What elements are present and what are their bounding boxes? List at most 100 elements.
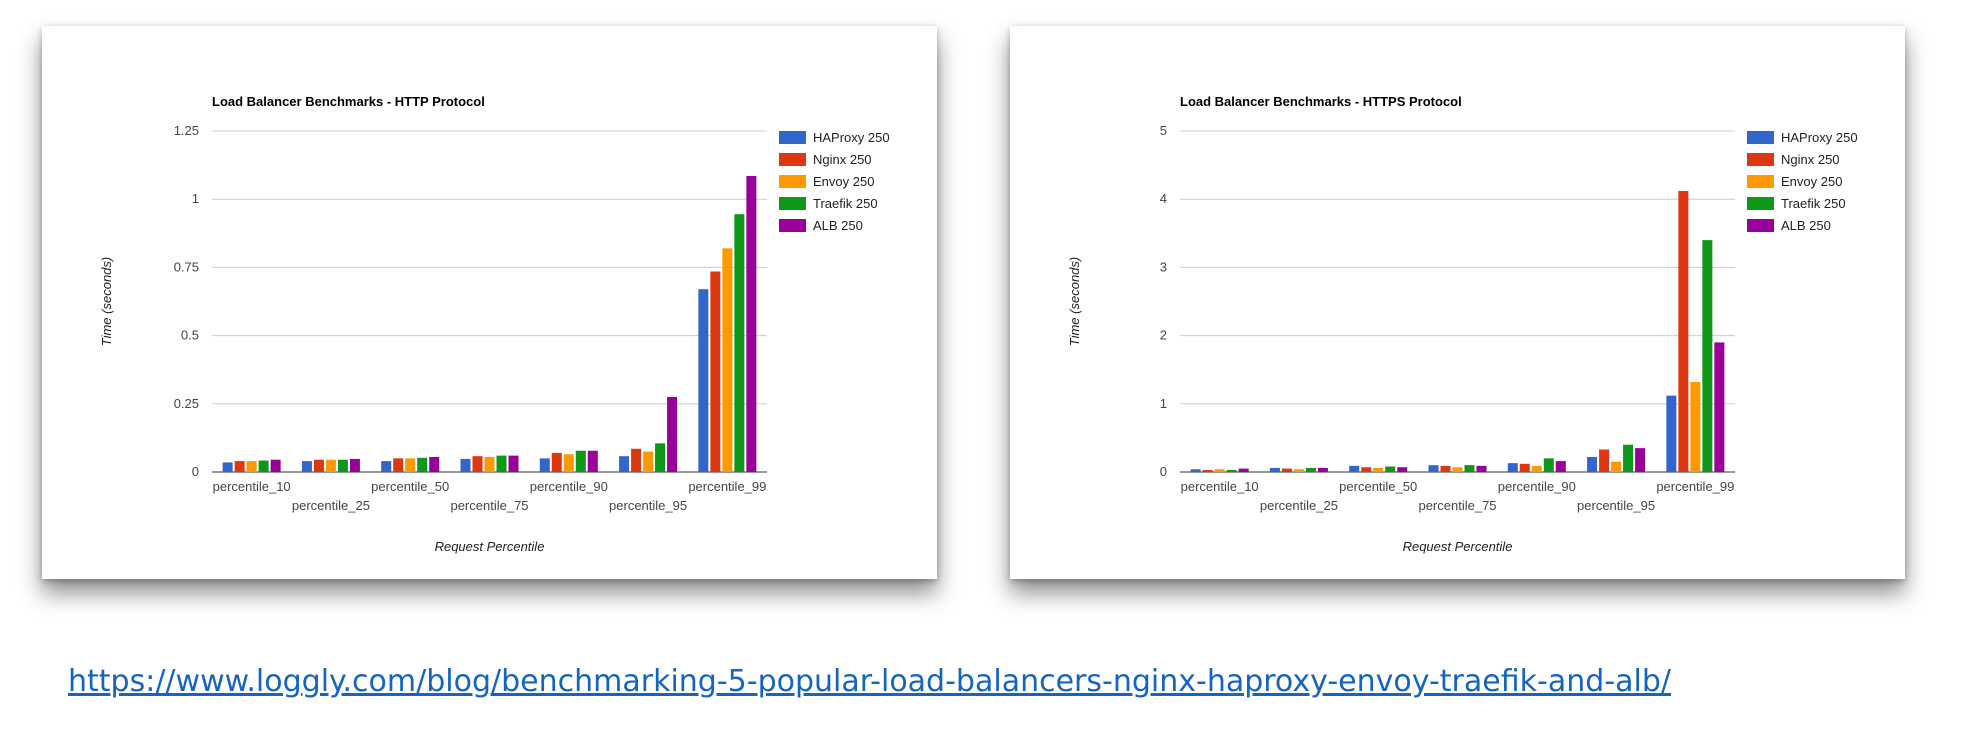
- bar-nginx-250: [472, 456, 483, 472]
- bar-traefik-250: [1702, 240, 1713, 472]
- bar-traefik-250: [1543, 458, 1554, 472]
- x-tick-label: percentile_95: [1577, 498, 1655, 513]
- https-chart-card: Load Balancer Benchmarks - HTTPS Protoco…: [1010, 26, 1905, 579]
- bar-haproxy-250: [1190, 469, 1201, 472]
- bar-haproxy-250: [539, 458, 550, 472]
- bar-alb-250: [349, 458, 360, 472]
- legend-swatch: [779, 153, 806, 166]
- x-tick-label: percentile_25: [1260, 498, 1338, 513]
- x-tick-label: percentile_25: [292, 498, 370, 513]
- bar-envoy-250: [1690, 381, 1701, 472]
- bar-nginx-250: [234, 461, 245, 472]
- x-tick-label: percentile_50: [371, 479, 449, 494]
- bar-envoy-250: [643, 451, 654, 472]
- legend-label: Envoy 250: [1781, 174, 1842, 189]
- bar-alb-250: [1238, 468, 1249, 472]
- bar-alb-250: [1635, 448, 1646, 472]
- bar-alb-250: [587, 450, 598, 472]
- bar-haproxy-250: [1269, 467, 1280, 472]
- https-benchmark-chart: Load Balancer Benchmarks - HTTPS Protoco…: [1067, 94, 1858, 554]
- x-tick-label: percentile_99: [688, 479, 766, 494]
- http-chart-card: Load Balancer Benchmarks - HTTP Protocol…: [42, 26, 937, 579]
- bar-nginx-250: [1281, 468, 1292, 472]
- bar-nginx-250: [1440, 465, 1451, 472]
- bar-envoy-250: [1452, 467, 1463, 472]
- legend-label: HAProxy 250: [813, 130, 890, 145]
- bar-haproxy-250: [619, 456, 630, 472]
- bar-alb-250: [429, 456, 440, 472]
- bar-nginx-250: [1202, 469, 1213, 472]
- bar-haproxy-250: [1428, 465, 1439, 472]
- chart-title: Load Balancer Benchmarks - HTTP Protocol: [212, 94, 485, 109]
- bar-alb-250: [508, 455, 519, 472]
- legend-swatch: [1747, 219, 1774, 232]
- x-tick-label: percentile_95: [609, 498, 687, 513]
- bar-envoy-250: [1214, 469, 1225, 472]
- y-tick-label: 4: [1160, 191, 1167, 206]
- x-tick-label: percentile_10: [1181, 479, 1259, 494]
- bar-traefik-250: [655, 443, 666, 472]
- bar-envoy-250: [484, 456, 495, 472]
- bar-nginx-250: [1599, 449, 1610, 472]
- http-benchmark-chart: Load Balancer Benchmarks - HTTP Protocol…: [99, 94, 890, 554]
- x-axis-title: Request Percentile: [1403, 539, 1513, 554]
- bar-alb-250: [746, 176, 757, 472]
- bar-haproxy-250: [1666, 395, 1677, 472]
- x-tick-label: percentile_99: [1656, 479, 1734, 494]
- legend-label: ALB 250: [1781, 218, 1831, 233]
- bar-traefik-250: [337, 459, 348, 472]
- bar-alb-250: [1476, 465, 1487, 472]
- y-tick-label: 1: [1160, 396, 1167, 411]
- x-axis-title: Request Percentile: [435, 539, 545, 554]
- legend-label: Envoy 250: [813, 174, 874, 189]
- y-tick-label: 5: [1160, 123, 1167, 138]
- bar-envoy-250: [722, 248, 733, 472]
- y-tick-label: 0: [1160, 464, 1167, 479]
- y-tick-label: 1: [192, 191, 199, 206]
- bar-alb-250: [1317, 467, 1328, 472]
- y-tick-label: 3: [1160, 259, 1167, 274]
- legend-swatch: [779, 197, 806, 210]
- bar-envoy-250: [325, 459, 336, 472]
- legend-swatch: [1747, 131, 1774, 144]
- x-tick-label: percentile_50: [1339, 479, 1417, 494]
- y-tick-label: 0.75: [174, 259, 199, 274]
- bar-envoy-250: [405, 458, 416, 472]
- x-tick-label: percentile_90: [1498, 479, 1576, 494]
- legend-swatch: [1747, 175, 1774, 188]
- bar-nginx-250: [551, 452, 562, 472]
- source-link[interactable]: https://www.loggly.com/blog/benchmarking…: [68, 664, 1671, 699]
- legend-label: Nginx 250: [813, 152, 872, 167]
- legend-label: Traefik 250: [1781, 196, 1846, 211]
- bar-alb-250: [667, 396, 678, 472]
- y-axis-title: Time (seconds): [99, 257, 114, 346]
- bar-alb-250: [1397, 467, 1408, 472]
- legend-label: Traefik 250: [813, 196, 878, 211]
- bar-haproxy-250: [698, 289, 709, 472]
- bar-nginx-250: [1519, 463, 1530, 472]
- legend-swatch: [1747, 197, 1774, 210]
- legend-label: ALB 250: [813, 218, 863, 233]
- bar-haproxy-250: [1349, 465, 1360, 472]
- bar-traefik-250: [1226, 469, 1237, 472]
- bar-envoy-250: [246, 461, 257, 472]
- bar-traefik-250: [1623, 444, 1634, 472]
- bar-nginx-250: [710, 271, 721, 472]
- bar-haproxy-250: [1507, 463, 1518, 472]
- bar-nginx-250: [1361, 467, 1372, 472]
- bar-traefik-250: [734, 214, 745, 473]
- bar-traefik-250: [1464, 465, 1475, 472]
- bar-alb-250: [270, 459, 281, 472]
- bar-envoy-250: [1293, 469, 1304, 472]
- bar-haproxy-250: [1587, 456, 1598, 472]
- bar-traefik-250: [417, 457, 428, 472]
- x-tick-label: percentile_75: [1418, 498, 1496, 513]
- bar-nginx-250: [313, 459, 324, 472]
- x-tick-label: percentile_75: [450, 498, 528, 513]
- bar-haproxy-250: [222, 462, 233, 472]
- bar-alb-250: [1714, 342, 1725, 472]
- bar-envoy-250: [1531, 465, 1542, 472]
- bar-envoy-250: [1373, 467, 1384, 472]
- y-axis-title: Time (seconds): [1067, 257, 1082, 346]
- bar-envoy-250: [563, 454, 574, 472]
